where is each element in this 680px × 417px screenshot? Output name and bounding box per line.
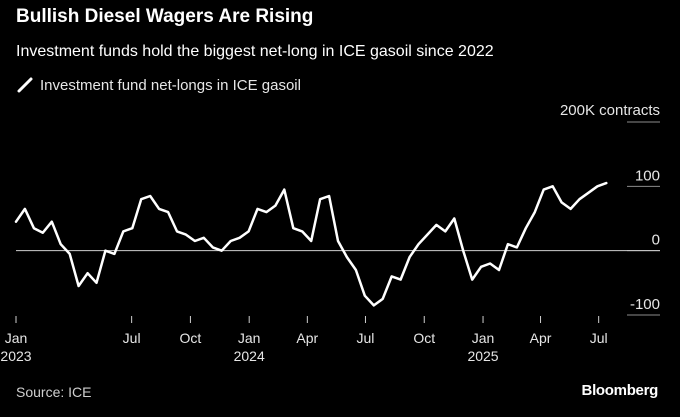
- source-note: Source: ICE: [16, 384, 92, 400]
- chart-subtitle: Investment funds hold the biggest net-lo…: [16, 43, 494, 60]
- x-tick-label: Jul: [590, 330, 608, 346]
- y-tick-label: 100: [635, 167, 660, 184]
- x-tick-label: Jul: [357, 330, 375, 346]
- y-tick-label: -100: [630, 296, 660, 313]
- bloomberg-logo: Bloomberg: [581, 382, 659, 399]
- x-tick-label: Jan: [5, 330, 28, 346]
- legend-line-swatch: [17, 77, 33, 93]
- series-line-net-longs: [14, 181, 608, 307]
- x-tick-label: Jan: [238, 330, 261, 346]
- chart-title: Bullish Diesel Wagers Are Rising: [16, 6, 314, 27]
- x-tick-label: Apr: [530, 330, 552, 346]
- y-axis-unit-label: 200K contracts: [559, 102, 660, 119]
- x-year-label: 2024: [234, 348, 265, 364]
- legend-label: Investment fund net-longs in ICE gasoil: [40, 76, 301, 94]
- y-tick-label: 0: [652, 232, 660, 249]
- x-tick-label: Apr: [296, 330, 318, 346]
- x-year-label: 2023: [0, 348, 31, 364]
- x-tick-label: Oct: [413, 330, 435, 346]
- x-tick-label: Oct: [180, 330, 202, 346]
- x-year-label: 2025: [467, 348, 498, 364]
- x-tick-label: Jul: [123, 330, 141, 346]
- legend: Investment fund net-longs in ICE gasoil: [16, 76, 301, 94]
- x-tick-label: Jan: [472, 330, 495, 346]
